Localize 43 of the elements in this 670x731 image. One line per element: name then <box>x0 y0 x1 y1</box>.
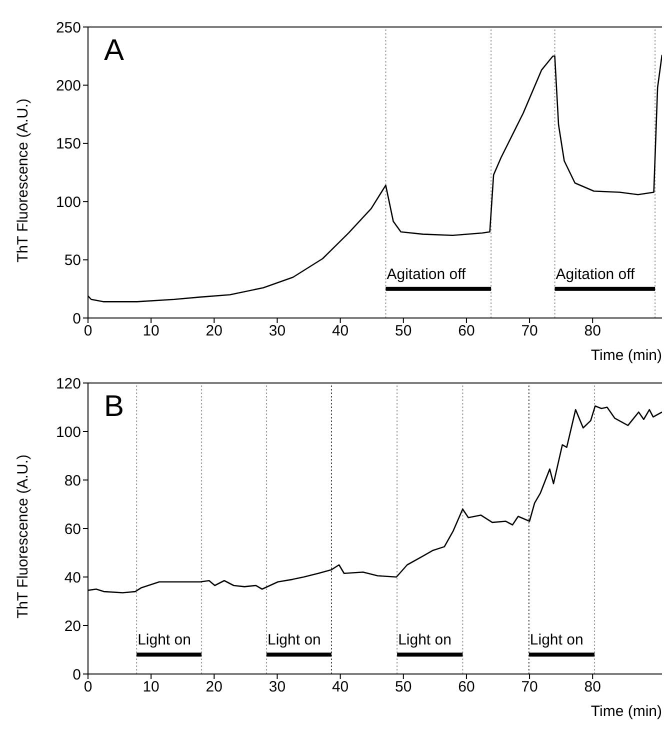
series-label: Agitation off <box>556 266 636 283</box>
chart-title: B <box>104 390 124 424</box>
series-label: Light on <box>398 632 452 649</box>
y-axis-title: ThT Fluorescence (A.U.) <box>14 98 32 262</box>
x-tick-label: 20 <box>206 322 222 340</box>
x-tick-label: 20 <box>206 678 222 696</box>
y-tick-label: 250 <box>56 19 81 36</box>
y-axis-title: ThT Fluorescence (A.U.) <box>14 454 32 618</box>
series-label: Light on <box>530 632 584 649</box>
x-tick-label: 10 <box>142 322 160 340</box>
chart-title: A <box>104 34 124 68</box>
x-tick-label: 30 <box>268 678 286 696</box>
x-tick-label: 30 <box>268 322 286 340</box>
x-tick-label: 50 <box>395 678 412 696</box>
y-tick-label: 0 <box>72 666 81 684</box>
y-tick-label: 0 <box>72 310 81 328</box>
x-tick-label: 0 <box>84 678 92 696</box>
x-tick-label: 70 <box>521 322 538 340</box>
series-label: Agitation off <box>386 266 467 283</box>
x-tick-label: 60 <box>458 678 475 696</box>
x-axis-title: Time (min) <box>590 703 662 720</box>
x-tick-label: 80 <box>584 322 601 340</box>
x-axis-title: Time (min) <box>590 347 662 364</box>
x-tick-label: 60 <box>458 322 475 340</box>
series-label: Light on <box>138 632 191 649</box>
y-tick-label: 200 <box>56 78 81 95</box>
x-tick-label: 50 <box>395 322 412 340</box>
y-tick-label: 100 <box>56 194 81 211</box>
y-tick-label: 60 <box>64 520 81 538</box>
x-tick-label: 70 <box>521 678 538 696</box>
x-tick-label: 40 <box>332 678 349 696</box>
x-tick-label: 40 <box>332 322 349 340</box>
x-tick-label: 80 <box>584 678 601 696</box>
y-tick-label: 80 <box>64 472 81 490</box>
y-tick-label: 150 <box>56 136 81 153</box>
x-tick-label: 10 <box>142 678 160 696</box>
y-tick-label: 20 <box>64 618 81 635</box>
y-tick-label: 100 <box>56 424 81 441</box>
y-tick-label: 40 <box>64 569 81 586</box>
y-tick-label: 120 <box>56 375 81 392</box>
y-tick-label: 50 <box>64 252 81 270</box>
x-tick-label: 0 <box>84 322 92 340</box>
series-label: Light on <box>268 632 321 649</box>
